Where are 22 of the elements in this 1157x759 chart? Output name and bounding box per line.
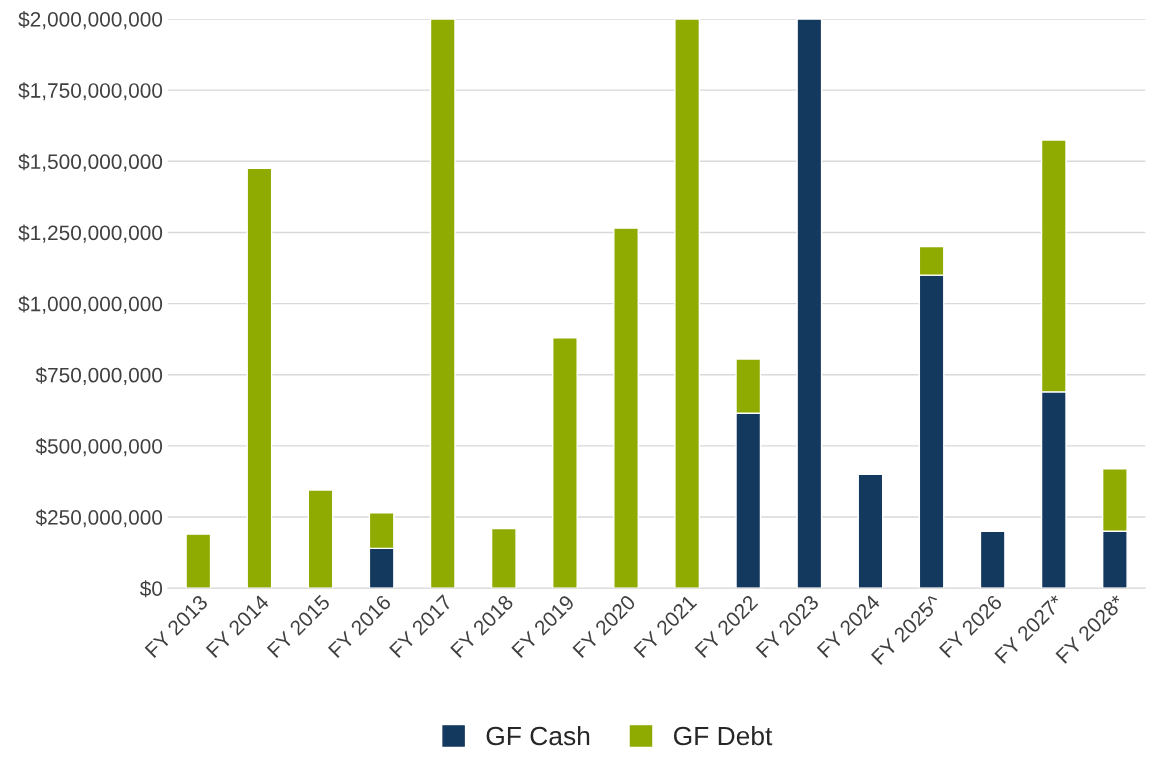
bar — [429, 18, 456, 589]
y-tick-label: $1,500,000,000 — [18, 153, 163, 172]
y-tick-label: $1,000,000,000 — [18, 295, 163, 314]
y-tick-label: $750,000,000 — [35, 366, 163, 385]
y-tick-label: $0 — [139, 580, 163, 598]
bar — [490, 527, 517, 589]
bar — [307, 489, 334, 589]
bar — [246, 167, 273, 589]
bar — [674, 18, 701, 589]
y-tick-label: $2,000,000,000 — [18, 11, 163, 30]
y-tick-label: $500,000,000 — [35, 438, 163, 457]
y-tick-label: $250,000,000 — [35, 509, 163, 528]
bar — [552, 337, 578, 589]
bar — [185, 533, 212, 589]
legend-label: GF Cash — [486, 725, 590, 746]
y-tick-label: $1,750,000,000 — [18, 82, 163, 101]
bar — [857, 473, 884, 589]
bar — [979, 530, 1006, 589]
bar — [613, 227, 639, 589]
y-tick-label: $1,250,000,000 — [18, 224, 163, 243]
legend-label: GF Debt — [673, 725, 773, 746]
bar — [796, 18, 823, 589]
